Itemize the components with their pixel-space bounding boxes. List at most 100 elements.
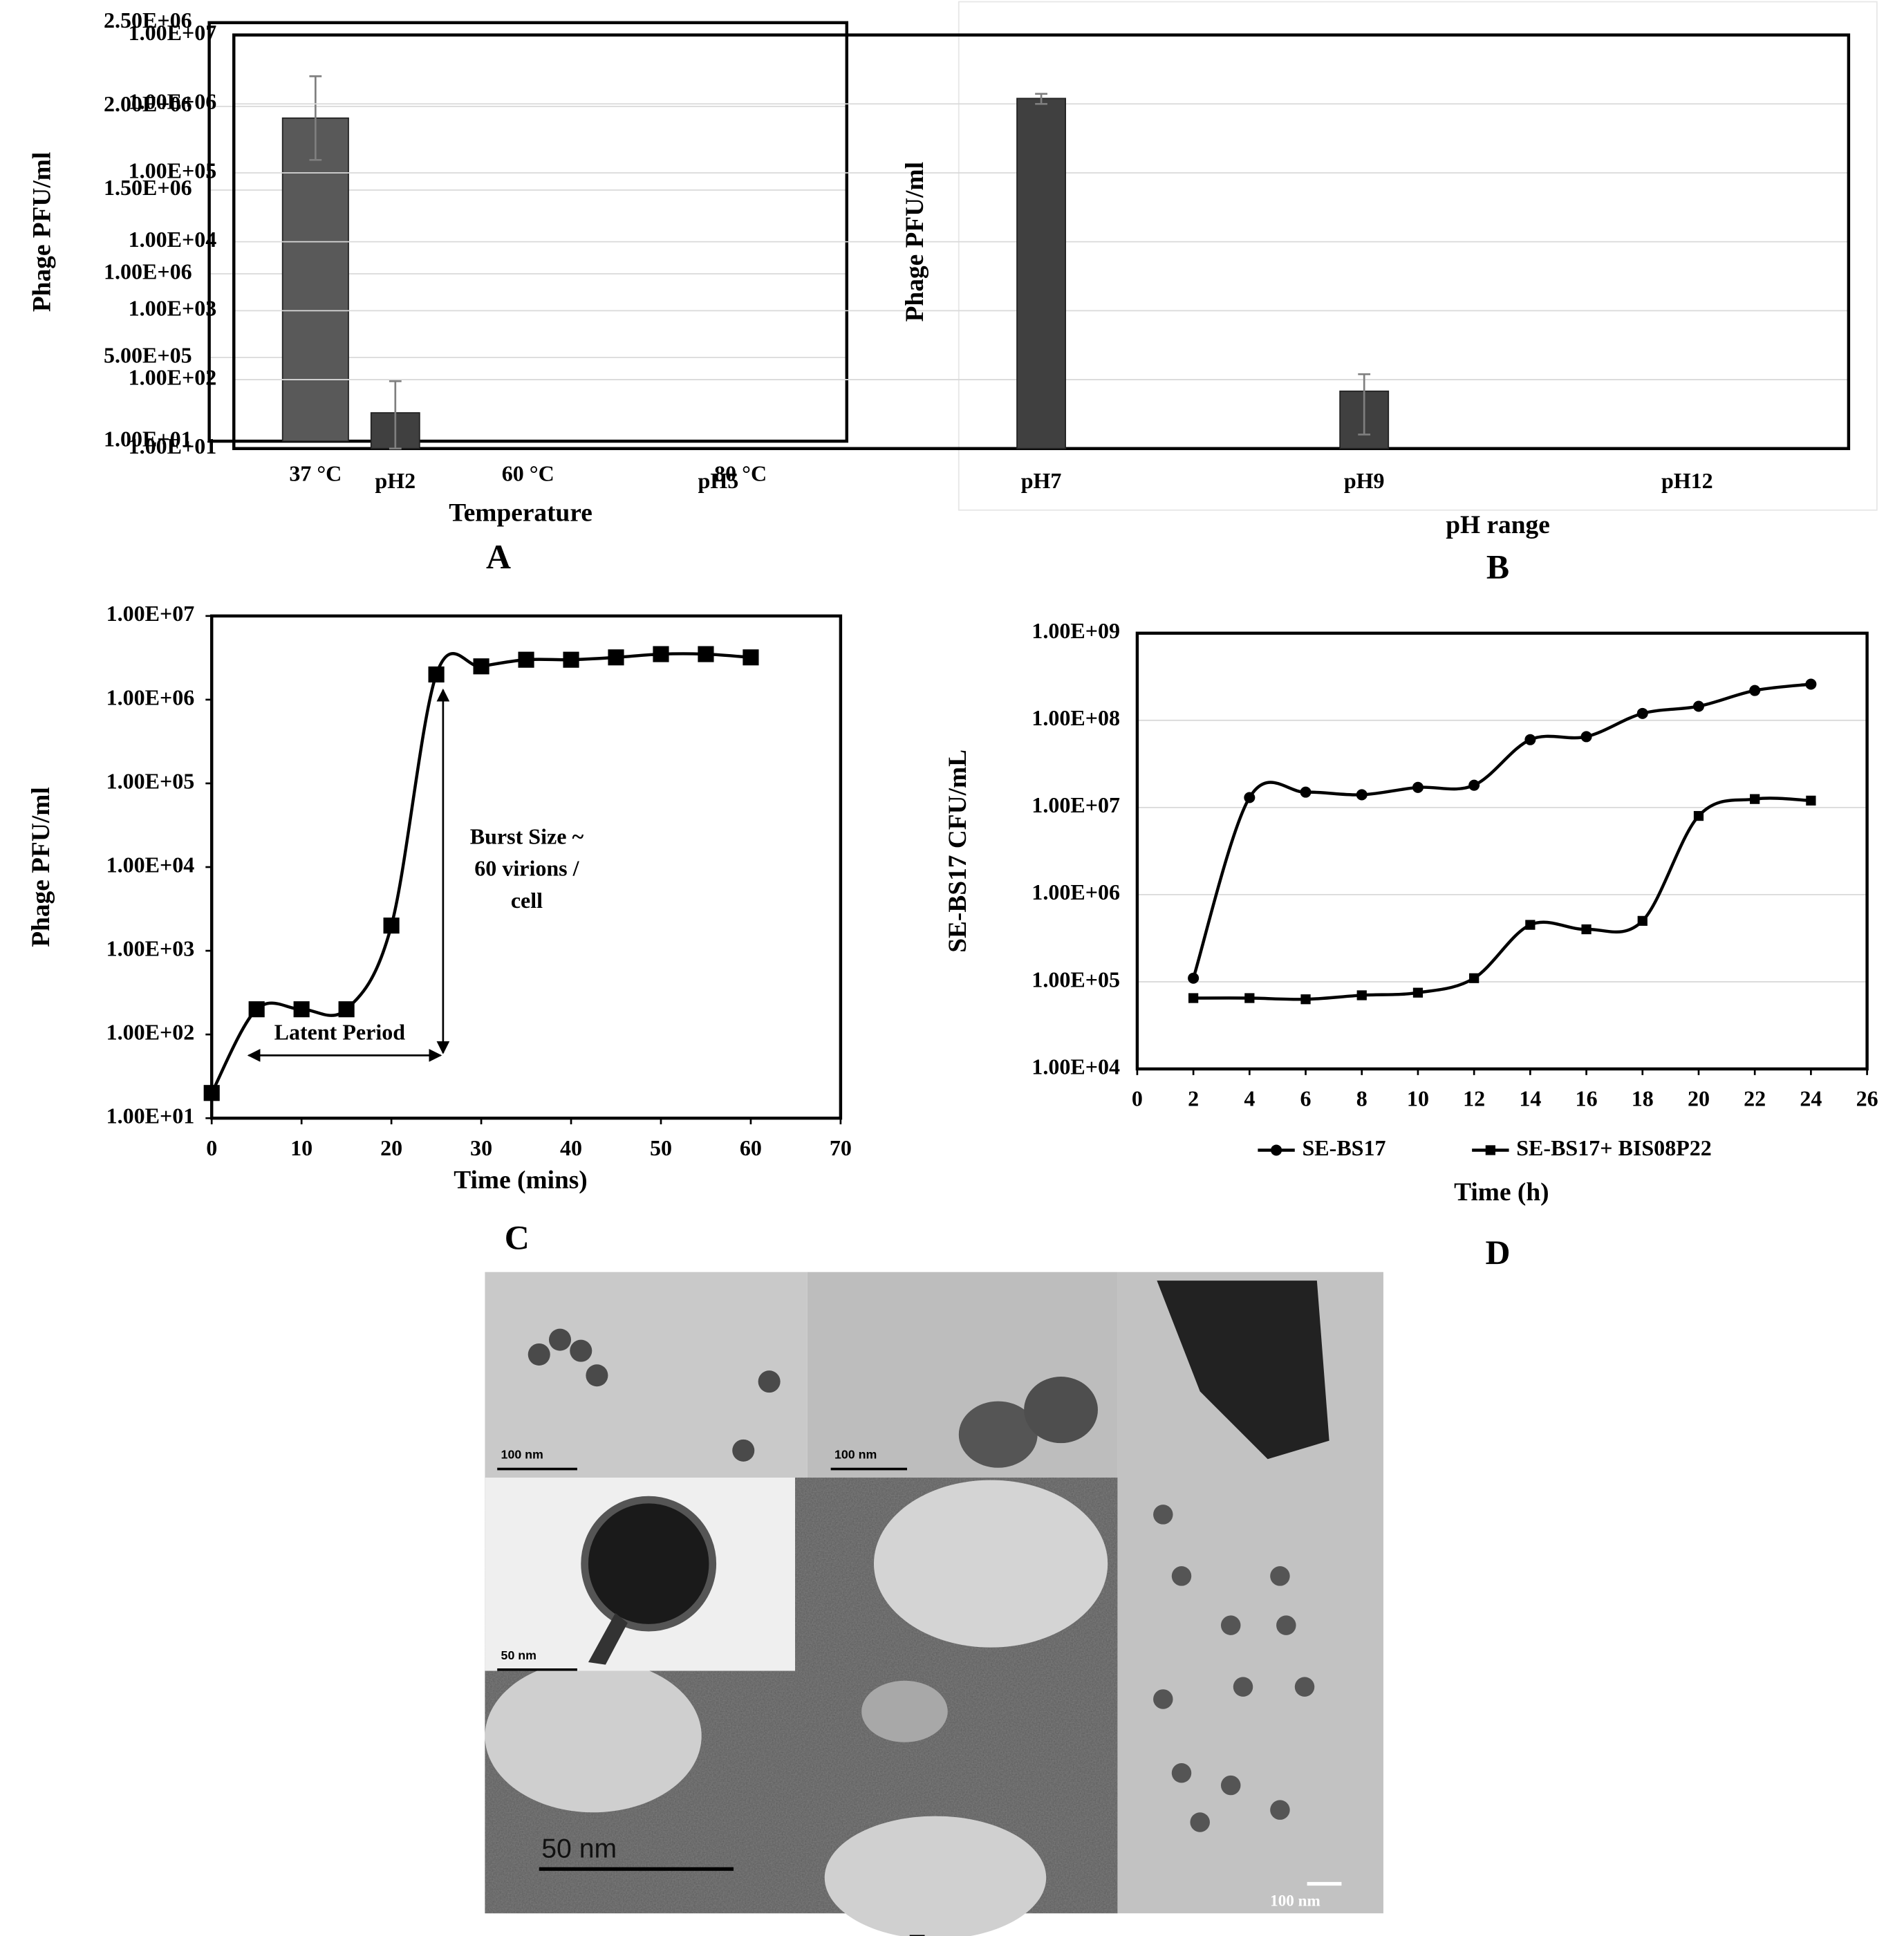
x-tick-label: pH5	[698, 468, 739, 493]
phage-head	[958, 1401, 1038, 1468]
point	[1188, 972, 1200, 984]
y-tick-label: 1.00E+06	[129, 89, 217, 114]
x-tick-label: 14	[1519, 1086, 1541, 1111]
point	[1637, 915, 1648, 926]
annotation: cell	[511, 888, 543, 913]
phage-head	[873, 1480, 1108, 1648]
y-tick-label: 2.50E+06	[104, 8, 192, 32]
point	[338, 1001, 355, 1018]
x-tick-label: 4	[1244, 1086, 1255, 1111]
point	[203, 1085, 220, 1101]
point	[518, 651, 534, 668]
y-tick-label: 1.00E+01	[106, 1104, 195, 1128]
line	[1192, 682, 1811, 979]
x-tick-label: 40	[560, 1135, 582, 1160]
x-tick-label: pH12	[1661, 468, 1713, 493]
phages	[528, 1328, 781, 1462]
y-tick-label: 1.00E+04	[106, 852, 195, 877]
x-tick-label: 26	[1856, 1086, 1878, 1111]
x-tick-label: 6	[1300, 1086, 1312, 1111]
point	[1806, 795, 1816, 806]
point	[1750, 794, 1760, 804]
y-tick-label: 1.00E+06	[104, 259, 192, 283]
y-tick-label: 1.00E+01	[129, 434, 217, 458]
y-tick-label: 5.00E+05	[104, 342, 192, 367]
x-tick-label: 30	[470, 1135, 492, 1160]
legend-label: SE-BS17	[1302, 1135, 1385, 1160]
y-tick-label: 1.00E+02	[129, 364, 217, 389]
x-tick-label: 2	[1188, 1086, 1199, 1111]
plot-frame	[1135, 631, 1869, 1071]
x-tick-label: pH7	[1021, 468, 1062, 493]
point	[1525, 920, 1536, 930]
bar	[1016, 97, 1066, 449]
point	[698, 646, 714, 662]
phage-tail	[588, 1612, 628, 1665]
x-tick-label: 50	[650, 1135, 672, 1160]
plot-frame	[209, 614, 843, 1120]
panel-label: A	[486, 538, 511, 576]
x-tick-label: 60	[740, 1135, 762, 1160]
point	[608, 649, 624, 666]
scale-bar-label: 100 nm	[834, 1448, 877, 1462]
x-axis-title: Time (mins)	[454, 1166, 587, 1194]
x-tick-label: 20	[1688, 1086, 1710, 1111]
point	[1244, 792, 1256, 803]
phage-head	[581, 1496, 717, 1632]
x-tick-label: 22	[1744, 1086, 1766, 1111]
legend-label: SE-BS17+ BIS08P22	[1516, 1135, 1712, 1160]
x-tick-label: pH2	[375, 468, 416, 493]
chart-panel: 1.00E+01 1.00E+02 1.00E+03 1.00E+04 1.00E+05…	[27, 601, 852, 1256]
y-axis-title: SE-BS17 CFU/mL	[944, 750, 972, 953]
y-tick-label: 1.00E+05	[106, 768, 195, 793]
point	[1300, 786, 1312, 798]
annotation: Latent Period	[274, 1019, 406, 1044]
x-tick-label: 18	[1632, 1086, 1654, 1111]
chart-panel: 1.00E+01 5.00E+05 1.00E+06 1.50E+06 2.00E+06…	[28, 8, 849, 576]
x-tick-label: 8	[1356, 1086, 1368, 1111]
point	[473, 658, 489, 675]
panel-label: E	[909, 1929, 927, 1936]
legend-marker	[1485, 1145, 1495, 1155]
point	[743, 649, 759, 666]
y-tick-label: 1.00E+01	[104, 426, 192, 451]
y-tick-label: 1.00E+06	[106, 685, 195, 709]
y-tick-label: 1.00E+05	[129, 158, 217, 183]
point	[1300, 994, 1311, 1005]
point	[1469, 973, 1480, 983]
scale-bar-label: 50 nm	[501, 1648, 536, 1662]
x-tick-label: 10	[290, 1135, 312, 1160]
bar	[281, 117, 349, 442]
y-tick-label: 1.00E+08	[1032, 705, 1120, 730]
chart-panel: 1.00E+04 1.00E+05 1.00E+06 1.00E+07 1.00E+08…	[944, 618, 1878, 1272]
legend-marker	[1271, 1144, 1282, 1156]
annotation: 60 virions /	[474, 856, 579, 881]
point	[563, 651, 579, 668]
line	[1193, 797, 1811, 1001]
x-tick-label: 37 °C	[289, 460, 342, 485]
y-tick-label: 1.00E+09	[1032, 618, 1120, 643]
y-tick-label: 1.00E+02	[106, 1019, 195, 1044]
x-tick-label: 0	[206, 1135, 217, 1160]
y-tick-label: 1.00E+06	[1032, 879, 1120, 904]
scale-bar-label: 100 nm	[501, 1448, 543, 1462]
x-tick-label: 12	[1463, 1086, 1485, 1111]
micrograph	[485, 1272, 808, 1478]
point	[1692, 700, 1704, 712]
point	[1188, 993, 1199, 1003]
bacterium	[1157, 1281, 1329, 1460]
y-tick-label: 1.00E+04	[1032, 1054, 1120, 1079]
x-axis-title: Time (h)	[1454, 1178, 1549, 1207]
y-tick-label: 1.00E+03	[129, 296, 217, 321]
point	[1693, 810, 1704, 821]
point	[293, 1001, 310, 1018]
x-tick-label: 24	[1800, 1086, 1822, 1111]
scale-bar-label: 50 nm	[541, 1834, 617, 1864]
point	[1580, 731, 1592, 743]
scale-bar-label: 100 nm	[1270, 1892, 1320, 1910]
panel-label: D	[1486, 1234, 1511, 1272]
micrograph-panel: 100 nm 100 nm 50 nm 50 nm 100 nm E	[485, 1272, 1383, 1936]
y-tick-label: 1.00E+04	[129, 227, 217, 252]
phage-head	[824, 1816, 1047, 1936]
